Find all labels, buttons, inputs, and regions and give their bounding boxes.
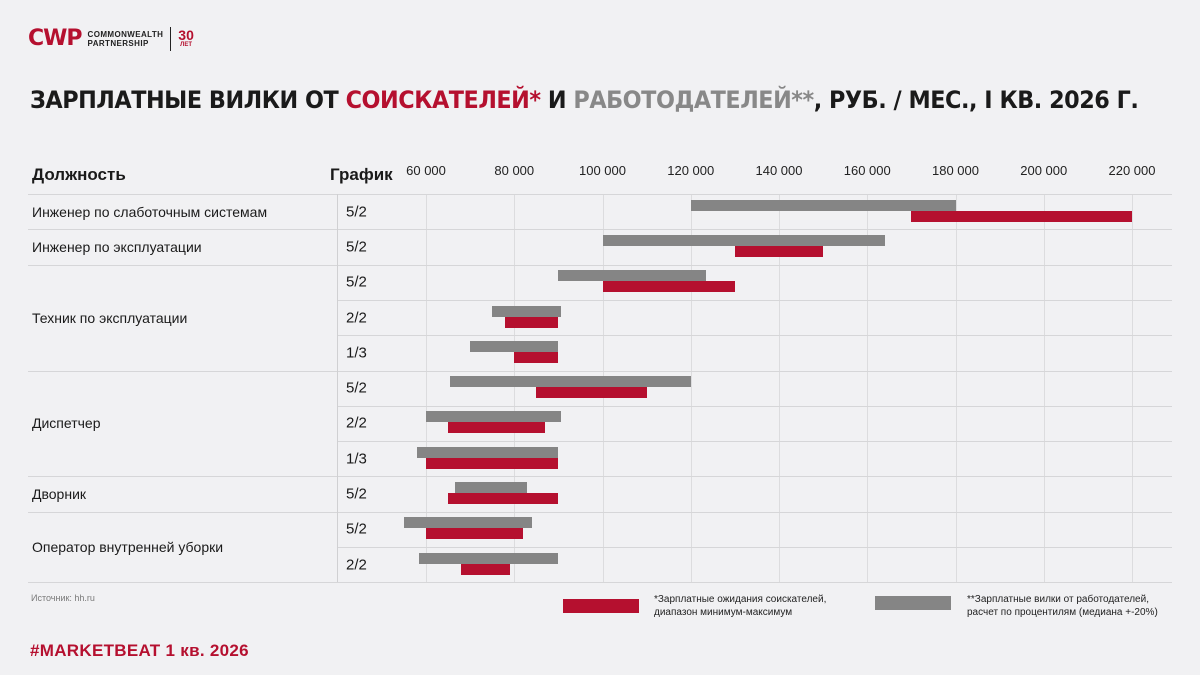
legend-employer-swatch xyxy=(875,596,951,610)
gridline xyxy=(426,194,427,582)
legend-applicant-swatch xyxy=(563,599,639,613)
x-tick-label: 80 000 xyxy=(494,163,535,178)
employer-range-bar xyxy=(450,376,691,388)
schedule-label: 2/2 xyxy=(346,414,367,432)
logo-line-1: COMMONWEALTH xyxy=(87,29,164,39)
applicant-range-bar xyxy=(448,493,559,505)
employer-range-bar xyxy=(492,305,561,317)
row-separator xyxy=(28,194,1172,195)
row-separator xyxy=(28,511,1172,513)
logo-divider xyxy=(170,26,172,51)
anniversary-number: 30 xyxy=(178,27,194,43)
x-tick-label: 200 000 xyxy=(1020,163,1068,178)
position-label: Дворник xyxy=(32,486,87,503)
x-tick-label: 60 000 xyxy=(406,163,446,178)
position-label: Оператор внутренней уборки xyxy=(32,539,224,555)
gridline xyxy=(867,194,869,582)
column-header-position: Должность xyxy=(32,165,126,184)
company-logo: CWP COMMONWEALTH PARTNERSHIP 30 ЛЕТ xyxy=(28,26,194,51)
row-separator xyxy=(28,264,1172,266)
schedule-label: 5/2 xyxy=(346,520,367,538)
legend-applicant-line-1: *Зарплатные ожидания соискателей, xyxy=(654,594,827,605)
employer-range-bar xyxy=(403,517,532,529)
anniversary-badge: 30 ЛЕТ xyxy=(178,28,194,49)
x-tick-label: 180 000 xyxy=(932,163,979,178)
row-separator xyxy=(28,476,1172,478)
gridline xyxy=(779,194,780,582)
title-part-3: И xyxy=(540,86,574,114)
anniversary-label: ЛЕТ xyxy=(180,42,193,48)
position-label: Инженер по эксплуатации xyxy=(32,238,202,255)
position-label: Инженер по слаботочным системам xyxy=(32,203,268,220)
position-label: Диспетчер xyxy=(32,415,101,432)
gridline xyxy=(690,194,692,582)
legend-applicant-text: *Зарплатные ожидания соискателей, диапаз… xyxy=(654,593,826,619)
schedule-label: 5/2 xyxy=(346,203,367,221)
schedule-label: 5/2 xyxy=(346,238,367,256)
schedule-label: 5/2 xyxy=(346,485,367,503)
row-separator xyxy=(338,299,1172,301)
row-separator xyxy=(338,405,1172,407)
schedule-label: 2/2 xyxy=(346,309,367,327)
column-divider xyxy=(337,194,338,582)
position-label: Техник по эксплуатации xyxy=(32,309,188,326)
employer-range-bar xyxy=(417,446,559,458)
employer-range-bar xyxy=(602,234,885,246)
title-employers: РАБОТОДАТЕЛЕЙ** xyxy=(573,86,814,114)
logo-line-2: PARTNERSHIP xyxy=(87,38,149,48)
row-separator xyxy=(338,441,1172,443)
applicant-range-bar xyxy=(505,316,559,328)
x-tick-label: 160 000 xyxy=(843,163,891,178)
employer-range-bar xyxy=(426,411,561,423)
schedule-label: 1/3 xyxy=(346,344,367,362)
gridline xyxy=(955,194,957,582)
gridline xyxy=(1043,194,1045,582)
title-applicants: СОИСКАТЕЛЕЙ* xyxy=(345,86,541,114)
legend-applicant-line-2: диапазон минимум-максимум xyxy=(654,607,793,618)
logo-wordmark: COMMONWEALTH PARTNERSHIP xyxy=(88,30,164,48)
source-note: Источник: hh.ru xyxy=(31,593,95,603)
employer-range-bar xyxy=(558,270,707,282)
applicant-range-bar xyxy=(536,387,647,399)
legend-employer-text: **Зарплатные вилки от работодателей, рас… xyxy=(967,593,1158,619)
applicant-range-bar xyxy=(514,351,559,363)
gridline xyxy=(1132,194,1133,582)
title-part-5: , РУБ. / МЕС., I КВ. 2026 Г. xyxy=(813,86,1139,114)
employer-range-bar xyxy=(470,340,559,352)
schedule-label: 1/3 xyxy=(346,450,367,468)
applicant-range-bar xyxy=(734,245,824,257)
legend-employer-line-1: **Зарплатные вилки от работодателей, xyxy=(967,594,1149,605)
row-separator xyxy=(28,582,1172,584)
footer-hashtag: #MARKETBEAT 1 кв. 2026 xyxy=(30,641,249,660)
page-title: ЗАРПЛАТНЫЕ ВИЛКИ ОТ СОИСКАТЕЛЕЙ* И РАБОТ… xyxy=(30,86,1139,114)
title-part-1: ЗАРПЛАТНЫЕ ВИЛКИ ОТ xyxy=(30,86,346,114)
x-tick-label: 220 000 xyxy=(1108,163,1156,178)
employer-range-bar xyxy=(419,552,559,564)
legend-employer-line-2: расчет по процентилям (медиана +-20%) xyxy=(967,607,1158,618)
row-separator xyxy=(338,547,1172,548)
row-separator xyxy=(338,335,1172,337)
employer-range-bar xyxy=(454,482,528,494)
schedule-label: 5/2 xyxy=(346,379,367,397)
applicant-range-bar xyxy=(461,563,510,575)
logo-mark: CWP xyxy=(28,26,83,51)
applicant-range-bar xyxy=(426,528,524,540)
employer-range-bar xyxy=(690,199,956,211)
row-separator xyxy=(28,370,1172,372)
x-tick-label: 100 000 xyxy=(579,163,626,178)
row-separator xyxy=(28,229,1172,231)
schedule-label: 2/2 xyxy=(346,556,367,574)
schedule-label: 5/2 xyxy=(346,273,367,291)
gridline xyxy=(514,194,516,582)
applicant-range-bar xyxy=(448,422,546,434)
x-tick-label: 140 000 xyxy=(755,163,803,178)
applicant-range-bar xyxy=(426,457,559,469)
applicant-range-bar xyxy=(602,281,735,293)
x-tick-label: 120 000 xyxy=(667,163,715,178)
applicant-range-bar xyxy=(911,210,1132,222)
column-header-schedule: График xyxy=(330,165,393,184)
